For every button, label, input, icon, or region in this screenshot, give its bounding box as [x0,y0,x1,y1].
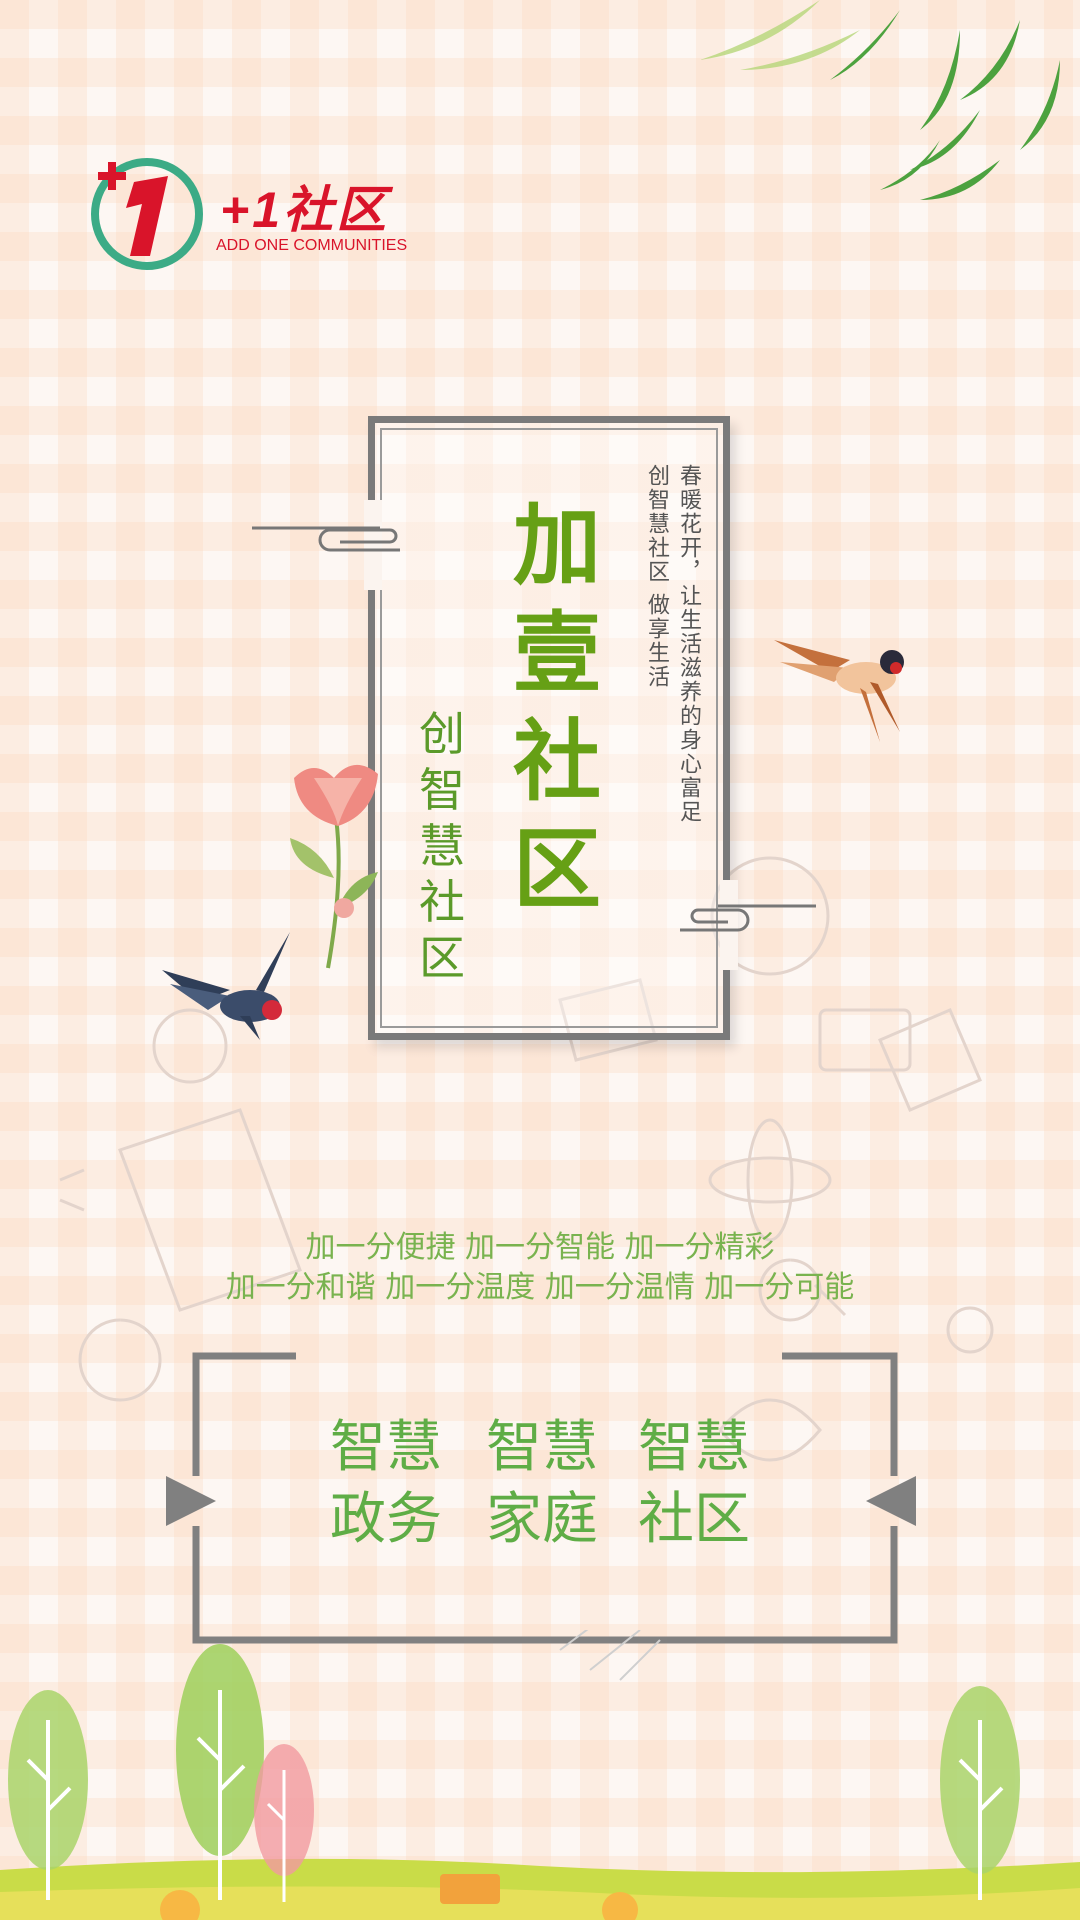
logo-mark-icon [91,158,203,270]
logo-subtitle: ADD ONE COMMUNITIES [216,237,408,254]
smart-item-bottom: 家庭 [486,1487,598,1552]
swallow-bird-illustration [774,640,904,742]
tagline: 加一分便捷 加一分智能 加一分精彩 [305,1230,775,1265]
subtitle-char: 创 [419,707,465,761]
smart-item-top: 智慧 [486,1415,598,1480]
smart-item-bottom: 社区 [638,1487,750,1552]
subtitle-char: 区 [419,931,465,985]
main-title-char: 加 [512,494,601,597]
smart-item-community: 智慧 社区 [624,1412,764,1556]
logo-title: +1社区 [220,182,390,238]
frame-gap-right [720,880,738,970]
smart-item-top: 智慧 [638,1415,750,1480]
smart-item-government: 智慧 政务 [316,1412,456,1556]
willow-leaves-illustration [700,0,1060,200]
poem-line: 创智慧社区 做享生活 [644,464,669,689]
subtitle-char: 社 [419,875,465,929]
main-title-char: 社 [512,710,601,813]
flower-illustration [290,764,378,969]
tagline: 加一分和谐 加一分温度 加一分温情 加一分可能 [225,1270,855,1305]
frame-gap-left [364,500,382,590]
background-doodles-illustration [59,856,994,1462]
smart-item-bottom: 政务 [330,1487,442,1552]
main-title-char: 区 [512,818,601,921]
main-title-char: 壹 [512,602,601,705]
bracket-frame [166,1352,916,1644]
smart-item-home: 智慧 家庭 [472,1412,612,1556]
poem-line: 春暖花开，让生活滋养的身心富足 [676,464,701,824]
trees-landscape-illustration [0,1630,1080,1920]
vertical-subtitle: 创 智 慧 社 区 [412,706,472,986]
title-frame-inner [380,428,718,1028]
paperclip-right-icon [680,904,816,932]
smart-item-top: 智慧 [330,1415,442,1480]
paperclip-left-icon [252,526,400,552]
swallow-bird-illustration [162,932,290,1040]
subtitle-char: 慧 [419,819,465,873]
title-frame [368,416,730,1040]
main-title: 加 壹 社 区 [512,492,602,924]
subtitle-char: 智 [419,763,465,817]
